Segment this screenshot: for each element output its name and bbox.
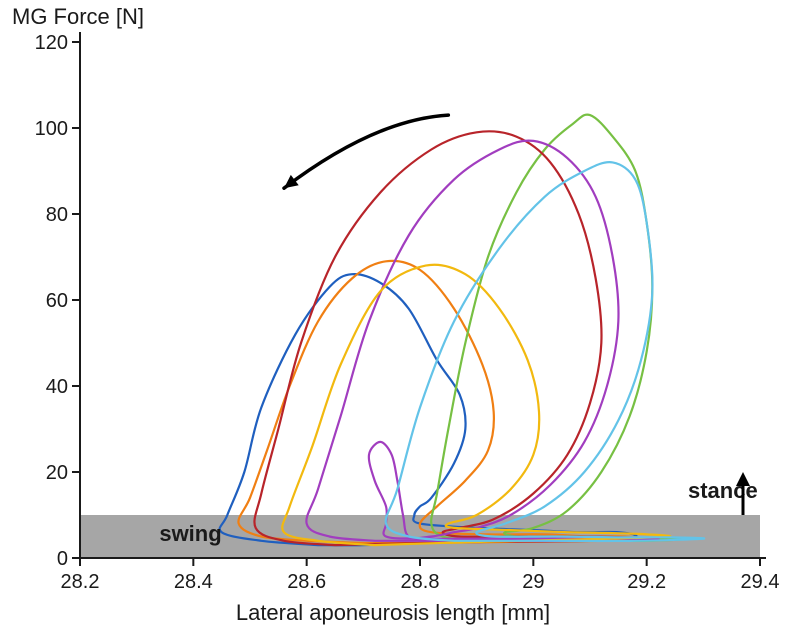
x-tick-label: 28.8 <box>401 571 440 593</box>
x-tick-label: 29 <box>522 571 544 593</box>
chart-container: MG Force [N] 0 20 40 60 80 100 120 28.2 28.4 28.6… <box>0 0 787 634</box>
x-tick-label: 29.4 <box>741 571 780 593</box>
y-tick-label: 20 <box>46 462 68 484</box>
series-loop-5 <box>282 265 670 545</box>
x-tick-label: 29.2 <box>627 571 666 593</box>
force-length-chart: MG Force [N] 0 20 40 60 80 100 120 28.2 28.4 28.6… <box>0 0 787 634</box>
series-loop-1 <box>238 261 641 543</box>
x-tick-label: 28.4 <box>174 571 213 593</box>
y-tick-label: 100 <box>35 118 68 140</box>
swing-label: swing <box>159 521 221 546</box>
x-tick-label: 28.6 <box>287 571 326 593</box>
y-tick-label: 80 <box>46 204 68 226</box>
series-loop-4 <box>306 141 658 541</box>
y-tick-label: 120 <box>35 32 68 54</box>
x-tick-label: 28.2 <box>61 571 100 593</box>
plot-area: 0 20 40 60 80 100 120 28.2 28.4 28.6 28.8 29 29.2 29.… <box>35 32 780 593</box>
y-axis-title: MG Force [N] <box>12 4 144 29</box>
direction-arrow <box>284 115 448 188</box>
series-loop-3 <box>254 131 658 545</box>
x-axis-title: Lateral aponeurosis length [mm] <box>236 600 550 625</box>
y-tick-label: 0 <box>57 548 68 570</box>
y-tick-label: 40 <box>46 376 68 398</box>
y-tick-label: 60 <box>46 290 68 312</box>
